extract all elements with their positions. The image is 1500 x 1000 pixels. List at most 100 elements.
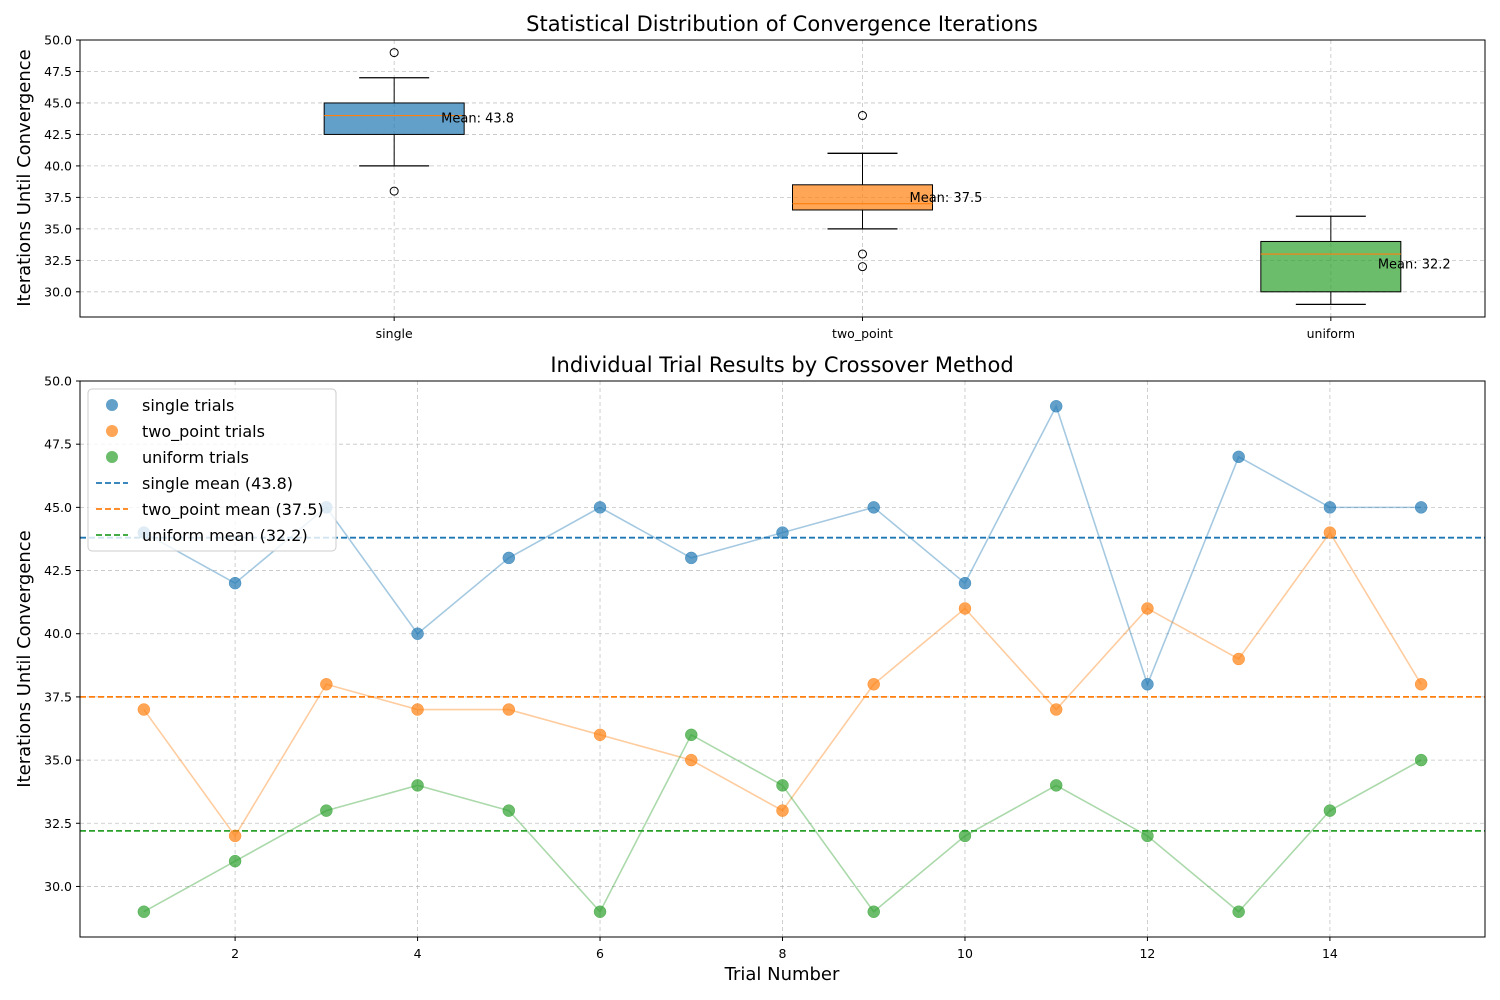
trials-y-tick-label: 35.0 [44,753,72,768]
trials-x-tick-label: 14 [1322,946,1338,961]
trials-x-tick-label: 10 [957,946,973,961]
boxplot-title: Statistical Distribution of Convergence … [526,12,1038,36]
data-point [685,551,698,565]
boxplot-y-ticks: 30.0 32.5 35.0 37.5 40.0 42.5 45.0 47.5 50.0 [44,33,80,299]
box-body [323,102,465,135]
trials-y-tick-label: 40.0 [44,626,72,641]
data-point [1232,905,1245,918]
data-point [228,829,242,843]
mean-label-single: Mean: 43.8 [441,112,514,127]
data-point [1414,753,1428,767]
trials-x-tick-label: 4 [414,946,422,961]
trials-series [137,400,1428,918]
data-point [1141,829,1154,843]
data-point [137,703,151,716]
boxplot-y-tick-label: 40.0 [44,158,72,173]
data-point [593,905,607,918]
trials-x-tick-label: 8 [779,946,787,961]
data-point [137,905,151,918]
legend-label: uniform trials [142,448,249,467]
trials-y-tick-label: 45.0 [44,500,72,515]
data-point [502,804,516,817]
data-point [685,753,698,767]
series-two_point-trials [137,526,1428,843]
data-point [502,703,516,716]
data-point [1232,652,1245,666]
boxplot-x-tick-label: single [376,326,413,341]
legend-label: single trials [142,396,234,415]
legend-marker [106,399,118,411]
legend-label: two_point mean (37.5) [142,500,324,520]
trials-y-tick-label: 42.5 [44,563,72,578]
data-point [502,551,516,565]
box-uniform [1260,215,1402,306]
outlier-point [389,48,399,58]
data-point [1414,678,1428,691]
boxplot-x-ticks: single two_point uniform [376,317,1355,341]
trials-x-tick-label: 12 [1139,946,1155,961]
trials-y-tick-label: 30.0 [44,879,72,894]
boxplot-x-tick-label: two_point [832,326,893,341]
data-point [958,602,972,615]
data-point [228,854,242,868]
data-point [411,779,424,792]
trials-xlabel: Trial Number [724,964,840,985]
trials-y-tick-label: 37.5 [44,689,72,704]
box-body [792,184,933,211]
boxplot-boxes [323,48,1402,306]
trials-legend: single trials two_point trials uniform tri… [87,388,337,552]
data-point [867,501,880,514]
legend-box [87,388,337,552]
boxplot-y-tick-label: 30.0 [44,284,72,299]
box-single [323,48,465,196]
data-point [411,703,424,716]
data-point [1323,526,1337,539]
trials-x-tick-label: 6 [596,946,604,961]
data-point [411,627,424,640]
data-point [593,728,607,742]
boxplot-mean-labels: Mean: 43.8 Mean: 37.5 Mean: 32.2 [441,112,1451,273]
legend-marker [106,451,118,463]
data-point [1049,703,1063,716]
data-point [867,678,880,691]
data-point [593,501,607,514]
data-point [1323,501,1337,514]
box-two_point [792,111,933,272]
data-point [958,576,972,590]
data-point [867,905,880,918]
data-point [1141,602,1154,615]
outlier-point [858,111,867,121]
mean-label-two_point: Mean: 37.5 [910,191,983,206]
trials-y-tick-label: 50.0 [44,374,72,389]
data-point [1141,678,1154,691]
legend-label: uniform mean (32.2) [142,526,308,545]
trials-ylabel: Iterations Until Convergence [14,530,35,788]
box-body [1260,240,1402,293]
data-point [776,779,789,792]
boxplot-x-tick-label: uniform [1307,326,1355,341]
boxplot-y-tick-label: 45.0 [44,95,72,110]
data-point [958,829,972,843]
boxplot-ylabel: Iterations Until Convergence [14,49,35,307]
series-single-trials [137,400,1428,691]
data-point [320,804,333,817]
data-point [228,576,242,590]
data-point [1049,400,1063,413]
boxplot-y-tick-label: 47.5 [44,64,72,79]
trials-x-ticks: 2 4 6 8 10 12 14 [231,937,1338,961]
outlier-point [858,249,867,259]
data-point [1049,779,1063,792]
data-point [1232,450,1245,464]
trials-y-ticks: 30.0 32.5 35.0 37.5 40.0 42.5 45.0 47.5 50.0 [44,374,80,894]
trials-title: Individual Trial Results by Crossover Me… [550,353,1013,377]
outlier-point [858,262,867,272]
outlier-point [389,186,399,196]
trials-x-tick-label: 2 [231,946,239,961]
trials-y-tick-label: 32.5 [44,816,72,831]
trials-y-tick-label: 47.5 [44,437,72,452]
boxplot-y-tick-label: 35.0 [44,221,72,236]
boxplot-y-tick-label: 37.5 [44,190,72,205]
series-uniform-trials [137,728,1428,918]
boxplot-frame [79,39,1486,318]
